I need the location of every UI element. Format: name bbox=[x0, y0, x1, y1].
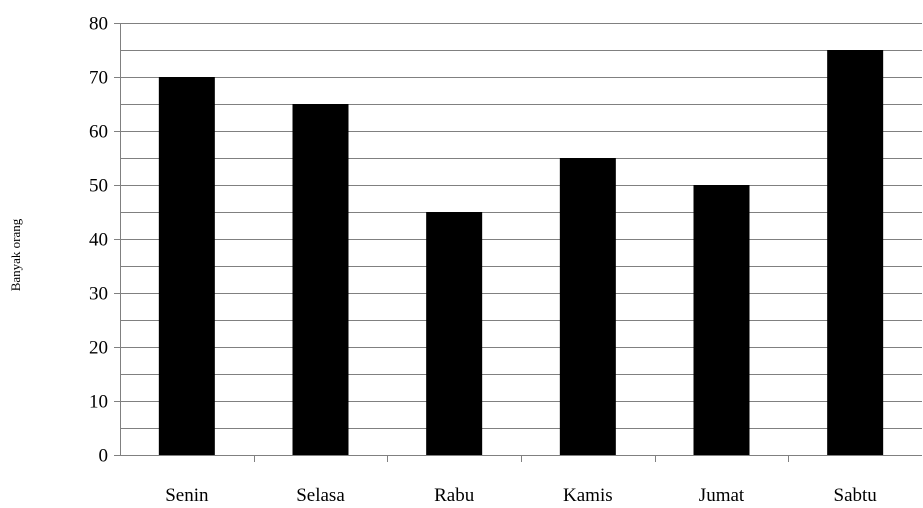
x-tick-label-kamis: Kamis bbox=[563, 485, 613, 506]
bar-jumat bbox=[693, 185, 750, 455]
y-tick-label: 70 bbox=[89, 68, 108, 89]
x-tick-label-rabu: Rabu bbox=[434, 485, 475, 506]
gridlines bbox=[120, 23, 922, 429]
y-tick-label: 10 bbox=[89, 392, 108, 413]
bar-senin bbox=[158, 77, 215, 455]
y-tick-label: 0 bbox=[99, 446, 109, 467]
labels: 0 10 20 30 40 50 60 70 80 Senin Selasa Rabu Kamis Jum… bbox=[89, 14, 877, 507]
y-tick-label: 30 bbox=[89, 284, 108, 305]
bar-selasa bbox=[292, 104, 349, 455]
x-tick-label-jumat: Jumat bbox=[699, 485, 745, 506]
y-tick-label: 60 bbox=[89, 122, 108, 143]
x-tick-label-sabtu: Sabtu bbox=[834, 485, 878, 506]
y-tick-label: 80 bbox=[89, 14, 108, 35]
x-tick-label-selasa: Selasa bbox=[296, 485, 345, 506]
x-tick-label-senin: Senin bbox=[165, 485, 209, 506]
y-tick-label: 50 bbox=[89, 176, 108, 197]
y-tick-label: 40 bbox=[89, 230, 108, 251]
bar-rabu bbox=[426, 212, 483, 455]
y-axis-title: Banyak orang bbox=[8, 218, 23, 291]
bars bbox=[158, 50, 884, 455]
bar-kamis bbox=[559, 158, 616, 455]
bar-sabtu bbox=[827, 50, 884, 455]
y-tick-label: 20 bbox=[89, 338, 108, 359]
axes bbox=[114, 23, 922, 462]
